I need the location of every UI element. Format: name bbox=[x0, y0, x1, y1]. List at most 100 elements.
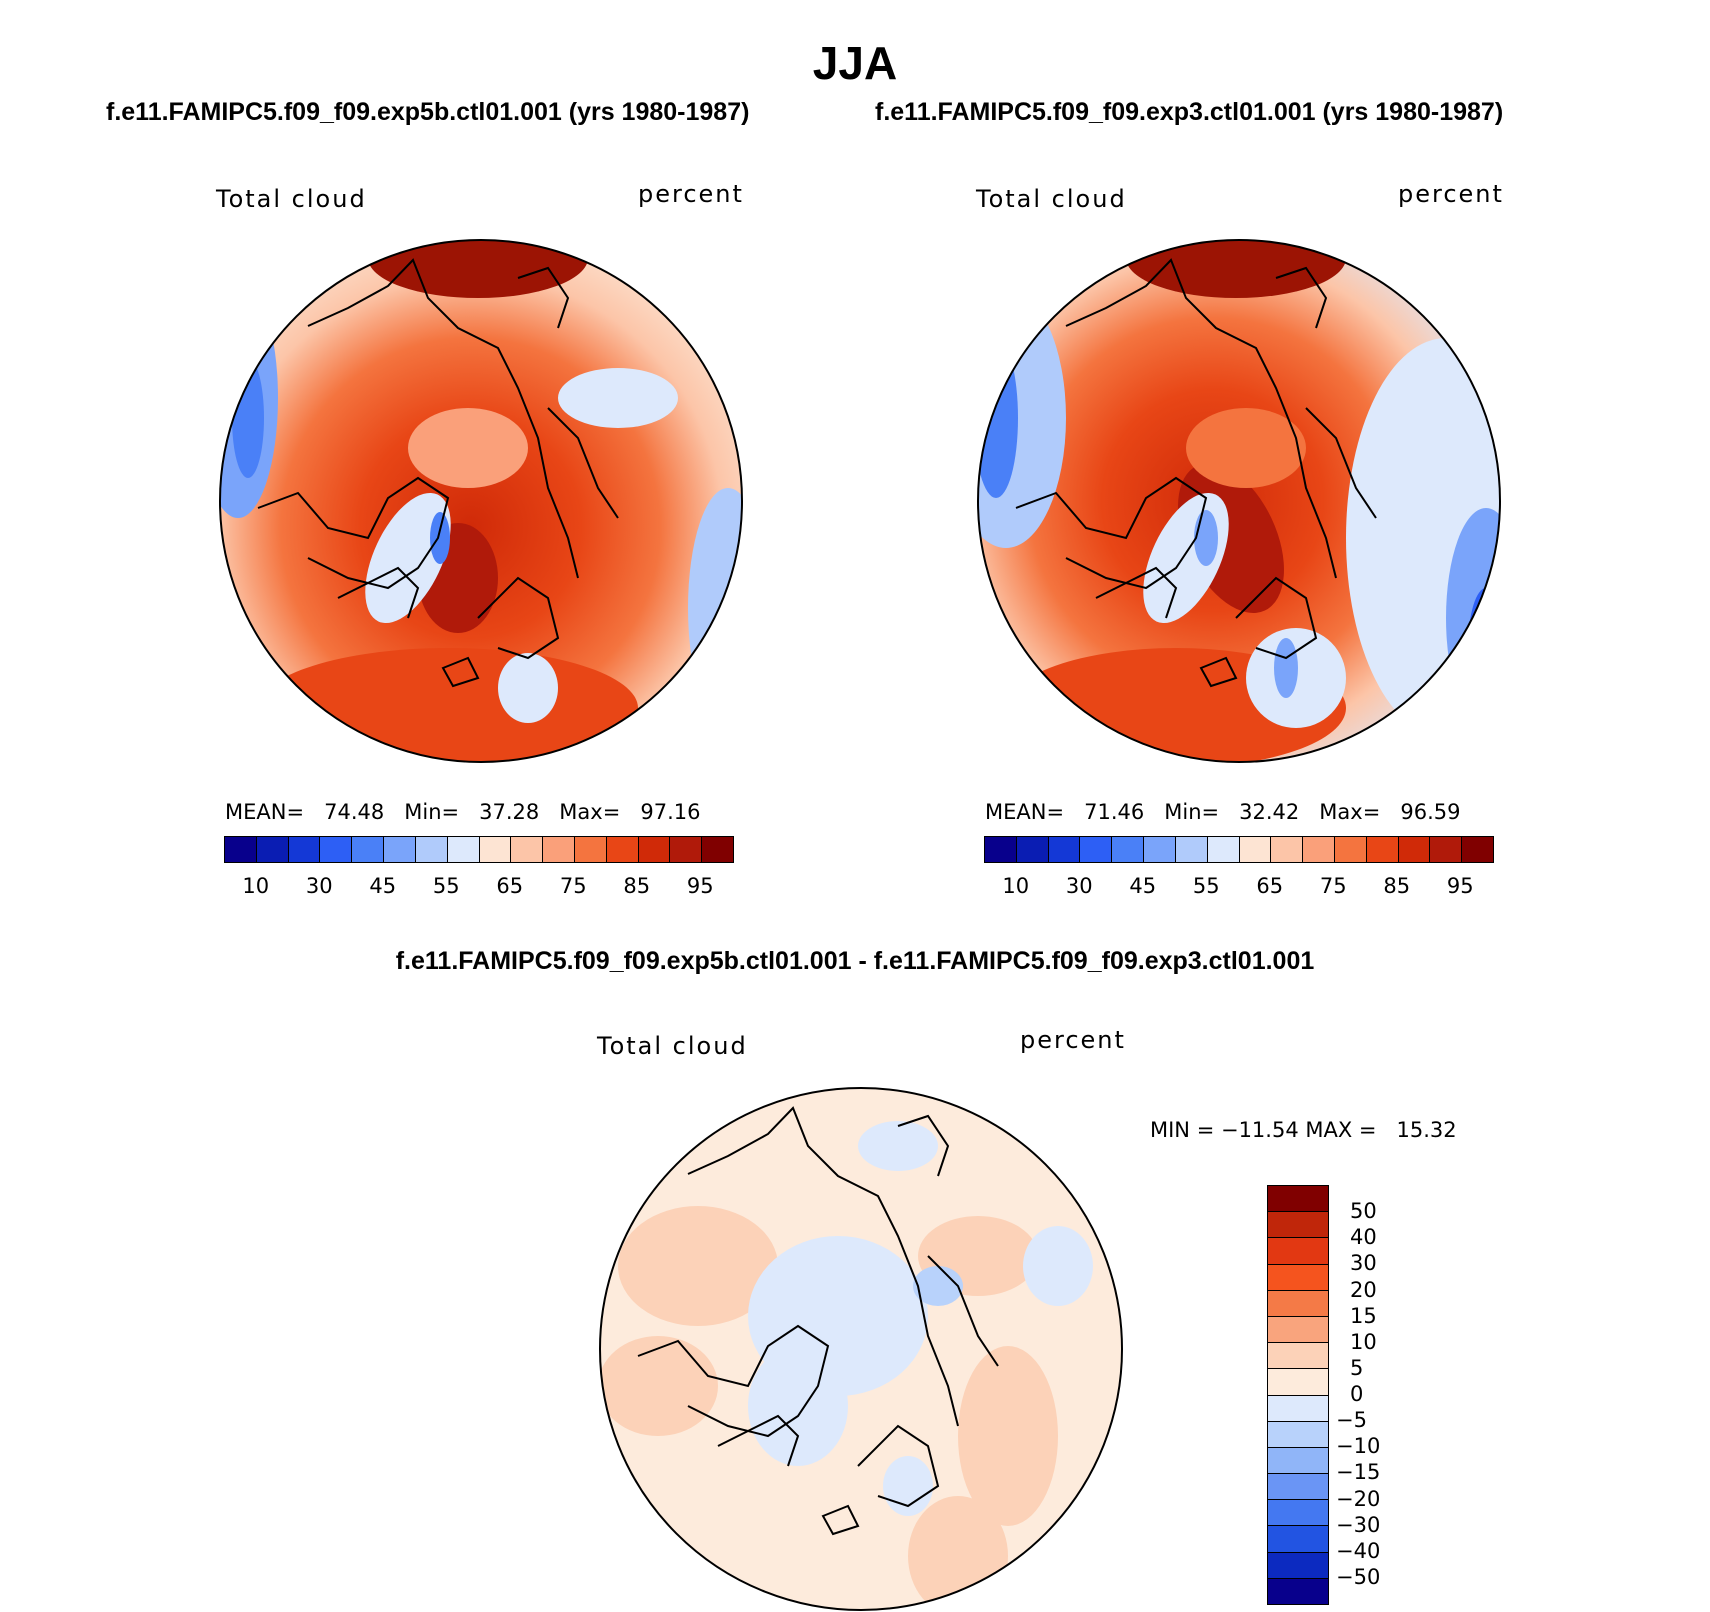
diff-colorbar-tick-label: 5 bbox=[1350, 1355, 1364, 1380]
case2-high-cloud-region bbox=[1126, 240, 1346, 298]
diff-colorbar-swatch bbox=[1268, 1500, 1328, 1527]
case2-polar-map bbox=[977, 239, 1501, 763]
diff-colorbar-swatch bbox=[1268, 1578, 1328, 1604]
diff-colorbar-swatch bbox=[1268, 1447, 1328, 1475]
case1-colorbar-swatch bbox=[384, 837, 416, 862]
case2-colorbar-swatch bbox=[1080, 837, 1113, 862]
diff-colorbar-swatch bbox=[1268, 1395, 1328, 1422]
diff-colorbar-swatch bbox=[1268, 1238, 1328, 1265]
case1-greenland-low-region bbox=[365, 492, 451, 624]
case2-units-label: percent bbox=[1398, 180, 1504, 208]
diff-colorbar-swatch bbox=[1268, 1316, 1328, 1344]
case1-map-border bbox=[219, 239, 743, 763]
diff-colorbar-tick-label: −40 bbox=[1336, 1538, 1381, 1563]
case2-colorbar-tick-label: 55 bbox=[1192, 874, 1220, 898]
case1-mean-value: 74.48 bbox=[324, 800, 385, 824]
case2-colorbar-swatch bbox=[1398, 837, 1431, 862]
page-title: JJA bbox=[812, 37, 898, 89]
case1-title: f.e11.FAMIPC5.f09_f09.exp5b.ctl01.001 (y… bbox=[106, 98, 750, 126]
case2-colorbar-tick-label: 85 bbox=[1383, 874, 1411, 898]
case2-colorbar-swatch bbox=[1175, 837, 1208, 862]
case2-colorbar-tick-label: 45 bbox=[1129, 874, 1157, 898]
case1-max-label: Max= bbox=[559, 800, 621, 824]
case1-colorbar-tick-label: 85 bbox=[623, 874, 651, 898]
case1-units-label: percent bbox=[638, 180, 744, 208]
case2-mean-label: MEAN= bbox=[985, 800, 1065, 824]
diff-colorbar-tick-label: −10 bbox=[1336, 1434, 1381, 1459]
case2-colorbar-swatch bbox=[1430, 837, 1463, 862]
diff-colorbar-tick-label: −50 bbox=[1336, 1564, 1381, 1589]
case2-colorbar-tick-label: 75 bbox=[1319, 874, 1347, 898]
case2-colorbar-swatch bbox=[1239, 837, 1272, 862]
diff-colorbar-swatch bbox=[1268, 1369, 1328, 1396]
diff-colorbar-swatch bbox=[1268, 1186, 1328, 1213]
diff-polar-map bbox=[599, 1087, 1123, 1611]
case1-colorbar-swatch bbox=[670, 837, 703, 862]
diff-colorbar-swatch bbox=[1268, 1474, 1328, 1501]
diff-colorbar-tick-label: −30 bbox=[1336, 1512, 1381, 1537]
case1-colorbar bbox=[224, 836, 734, 863]
case1-max-value: 97.16 bbox=[640, 800, 701, 824]
diff-colorbar-swatch bbox=[1268, 1212, 1328, 1239]
diff-colorbar bbox=[1267, 1185, 1329, 1605]
case1-colorbar-swatch bbox=[638, 837, 671, 862]
diff-colorbar-tick-label: −20 bbox=[1336, 1486, 1381, 1511]
case2-colorbar-swatch bbox=[1462, 837, 1493, 862]
case2-colorbar-swatch bbox=[1048, 837, 1081, 862]
case1-colorbar-swatch bbox=[606, 837, 639, 862]
case1-colorbar-tick-label: 95 bbox=[686, 874, 714, 898]
diff-colorbar-swatch bbox=[1268, 1290, 1328, 1317]
case1-min-label: Min= bbox=[404, 800, 460, 824]
diff-colorbar-tick-label: 15 bbox=[1350, 1303, 1377, 1328]
case2-colorbar-swatch bbox=[985, 837, 1017, 862]
case2-colorbar-swatch bbox=[1366, 837, 1399, 862]
diff-colorbar-tick-label: 0 bbox=[1350, 1382, 1364, 1406]
diff-colorbar-swatch bbox=[1268, 1552, 1328, 1579]
case1-colorbar-swatch bbox=[447, 837, 480, 862]
case2-mean-value: 71.46 bbox=[1084, 800, 1145, 824]
case2-colorbar-tick-label: 30 bbox=[1065, 874, 1093, 898]
diff-colorbar-ticks: 50 40 30 20 15 10 5 0 −5 −10 −15 −20 −30 −40 −50 bbox=[1336, 1185, 1416, 1603]
case1-colorbar-swatch bbox=[511, 837, 544, 862]
case1-colorbar-tick-label: 65 bbox=[496, 874, 524, 898]
case1-colorbar-tick-label: 75 bbox=[559, 874, 587, 898]
case2-colorbar-swatch bbox=[1303, 837, 1335, 862]
case2-max-value: 96.59 bbox=[1400, 800, 1461, 824]
case2-colorbar-swatch bbox=[1334, 837, 1367, 862]
case1-colorbar-swatch bbox=[479, 837, 512, 862]
case2-colorbar-swatch bbox=[1016, 837, 1049, 862]
case1-colorbar-tick-label: 30 bbox=[305, 874, 333, 898]
diff-colorbar-swatch bbox=[1268, 1264, 1328, 1291]
case1-colorbar-tick-label: 55 bbox=[432, 874, 460, 898]
case1-colorbar-swatch bbox=[256, 837, 289, 862]
diff-title: f.e11.FAMIPC5.f09_f09.exp5b.ctl01.001 - … bbox=[395, 947, 1315, 975]
case1-colorbar-tick-label: 10 bbox=[242, 874, 270, 898]
case2-colorbar-tick-label: 10 bbox=[1002, 874, 1030, 898]
case1-colorbar-swatch bbox=[543, 837, 575, 862]
diff-coastlines bbox=[637, 1106, 999, 1536]
case1-variable-label: Total cloud bbox=[216, 185, 367, 213]
case2-colorbar-swatch bbox=[1112, 837, 1145, 862]
case2-variable-label: Total cloud bbox=[976, 185, 1127, 213]
case1-colorbar-swatch bbox=[415, 837, 448, 862]
case2-colorbar-swatch bbox=[1207, 837, 1240, 862]
diff-units-label: percent bbox=[1020, 1026, 1126, 1054]
case2-title: f.e11.FAMIPC5.f09_f09.exp3.ctl01.001 (yr… bbox=[875, 98, 1504, 126]
case1-colorbar-tick-label: 45 bbox=[369, 874, 397, 898]
case2-coastlines bbox=[1015, 258, 1377, 688]
diff-colorbar-tick-label: 20 bbox=[1350, 1277, 1377, 1302]
case2-colorbar-swatch bbox=[1144, 837, 1176, 862]
case2-colorbar-ticks: 10 30 45 55 65 75 85 95 bbox=[984, 874, 1492, 904]
case2-max-label: Max= bbox=[1319, 800, 1381, 824]
diff-minmax: MIN = −11.54 MAX = 15.32 bbox=[1150, 1118, 1457, 1142]
diff-colorbar-swatch bbox=[1268, 1343, 1328, 1370]
case2-min-label: Min= bbox=[1164, 800, 1220, 824]
case1-stats: MEAN= 74.48 Min= 37.28 Max= 97.16 bbox=[225, 800, 700, 824]
diff-colorbar-tick-label: 10 bbox=[1350, 1329, 1377, 1354]
case1-polar-map bbox=[219, 239, 743, 763]
case2-colorbar-tick-label: 95 bbox=[1446, 874, 1474, 898]
case1-colorbar-ticks: 10 30 45 55 65 75 85 95 bbox=[224, 874, 732, 904]
case1-colorbar-swatch bbox=[225, 837, 257, 862]
diff-colorbar-swatch bbox=[1268, 1526, 1328, 1553]
diff-colorbar-tick-label: −5 bbox=[1336, 1408, 1367, 1433]
